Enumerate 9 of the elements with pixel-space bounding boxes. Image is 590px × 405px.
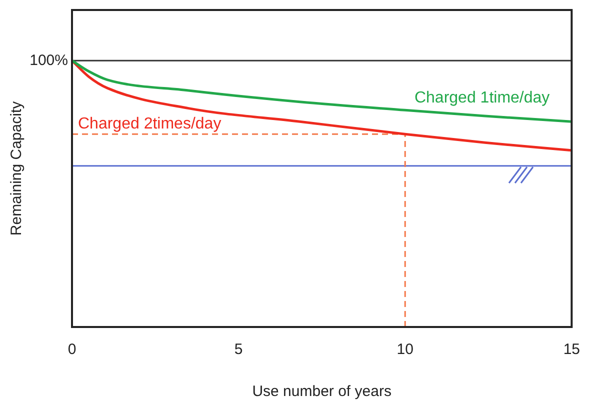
x-axis-title: Use number of years bbox=[252, 383, 392, 400]
x-tick-label: 15 bbox=[563, 341, 580, 358]
ref-line-label: 100% bbox=[30, 52, 68, 69]
x-tick-label: 0 bbox=[68, 341, 76, 358]
x-tick-label: 5 bbox=[234, 341, 243, 358]
series-label: Charged 2times/day bbox=[78, 116, 222, 133]
series-label: Charged 1time/day bbox=[414, 89, 550, 106]
x-tick-label: 10 bbox=[396, 341, 414, 358]
y-axis-title: Remaining Capacity bbox=[8, 100, 26, 236]
